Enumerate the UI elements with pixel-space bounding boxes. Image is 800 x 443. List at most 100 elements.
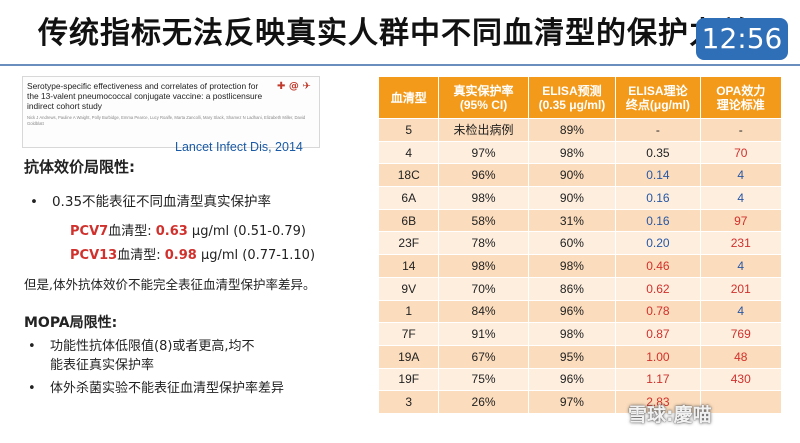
header-opa-standard: OPA效力 理论标准 [699, 76, 783, 119]
bullet-dot: • [28, 381, 36, 396]
cell-opa-standard: 231 [699, 231, 783, 256]
cell-protection: 98% [438, 186, 529, 210]
pcv7-range: μg/ml (0.51-0.79) [187, 224, 306, 239]
cell-serotype: 7F [377, 322, 440, 346]
cell-elisa-prediction: 95% [527, 344, 617, 369]
journal-icons: ✚ @ ✈ [277, 81, 311, 92]
cell-elisa-prediction: 90% [527, 186, 617, 210]
cell-serotype: 6A [377, 186, 440, 210]
table-row: 3 26% 97% 2.83 [377, 390, 783, 414]
cell-opa-standard: 48 [699, 344, 783, 369]
cell-opa-standard: 97 [699, 208, 783, 233]
table-row: 6A 98% 90% 0.16 4 [377, 186, 783, 210]
open-access-icon: ✈ [302, 81, 311, 92]
at-icon: @ [288, 81, 299, 92]
cell-opa-standard: 4 [699, 186, 783, 210]
cell-opa-standard: - [699, 118, 783, 142]
cell-serotype: 3 [377, 390, 440, 414]
table-row: 19F 75% 96% 1.17 430 [377, 367, 783, 392]
cell-protection: 78% [438, 231, 529, 256]
mopa-bullet-2-text: 体外杀菌实验不能表征血清型保护率差异 [50, 381, 285, 396]
cell-protection: 91% [438, 322, 529, 346]
cell-serotype: 4 [377, 140, 440, 165]
table-row: 23F 78% 60% 0.20 231 [377, 231, 783, 256]
cell-elisa-endpoint: 0.16 [615, 186, 701, 210]
cell-protection: 26% [438, 390, 529, 414]
pcv13-suffix: 血清型: [117, 248, 161, 263]
cell-elisa-prediction: 90% [527, 163, 617, 188]
cell-elisa-prediction: 86% [527, 276, 617, 301]
paper-citation-card: Serotype-specific effectiveness and corr… [22, 76, 320, 148]
pcv7-suffix: 血清型: [108, 224, 152, 239]
cell-serotype: 23F [377, 231, 440, 256]
cell-serotype: 18C [377, 163, 440, 188]
crossmark-icon: ✚ [277, 81, 286, 92]
antibody-bullet-text: 0.35不能表征不同血清型真实保护率 [51, 194, 272, 210]
table-row: 19A 67% 95% 1.00 48 [377, 344, 783, 369]
antibody-note: 但是,体外抗体效价不能完全表征血清型保护率差异。 [24, 277, 316, 292]
pcv13-threshold: PCV13血清型: 0.98 μg/ml (0.77-1.10) [70, 244, 315, 263]
cell-elisa-endpoint: 0.14 [615, 163, 701, 188]
table-row: 18C 96% 90% 0.14 4 [377, 163, 783, 188]
cell-elisa-endpoint: 0.78 [615, 299, 701, 324]
header-elisa-prediction: ELISA预测 (0.35 μg/ml) [527, 76, 617, 119]
cell-elisa-prediction: 98% [527, 322, 617, 346]
cell-serotype: 9V [377, 276, 440, 301]
serotype-table: 血清型 真实保护率 (95% CI) ELISA预测 (0.35 μg/ml) EL… [377, 76, 783, 414]
paper-title: Serotype-specific effectiveness and corr… [27, 81, 263, 111]
cell-protection: 未检出病例 [438, 118, 529, 142]
watermark: 雪球:慶喵 [628, 404, 712, 426]
table-row: 6B 58% 31% 0.16 97 [377, 208, 783, 233]
header-serotype: 血清型 [377, 76, 440, 119]
mopa-bullet-1-line2: 能表征真实保护率 [50, 358, 155, 373]
cell-elisa-endpoint: 2.83 [615, 390, 701, 414]
cell-serotype: 19F [377, 367, 440, 392]
header-elisa-endpoint: ELISA理论 终点(μg/ml) [615, 76, 701, 119]
cell-elisa-endpoint: 1.00 [615, 344, 701, 369]
cell-elisa-prediction: 98% [527, 140, 617, 165]
journal-reference: Lancet Infect Dis, 2014 [175, 140, 303, 154]
cell-opa-standard: 4 [699, 163, 783, 188]
cell-elisa-endpoint: 0.20 [615, 231, 701, 256]
cell-elisa-prediction: 96% [527, 299, 617, 324]
cell-elisa-endpoint: 0.16 [615, 208, 701, 233]
table-body: 5 未检出病例 89% - -4 97% 98% 0.35 70 18C 96% 90% 0.14 4 6A… [377, 118, 783, 414]
title-divider [0, 64, 800, 66]
mopa-limitation-heading: MOPA局限性: [24, 315, 118, 331]
cell-opa-standard: 430 [699, 367, 783, 392]
table-row: 4 97% 98% 0.35 70 [377, 140, 783, 165]
cell-elisa-prediction: 60% [527, 231, 617, 256]
paper-authors: Nick J Andrews, Pauline A Waight, Polly … [27, 115, 306, 126]
table-row: 7F 91% 98% 0.87 769 [377, 322, 783, 346]
cell-elisa-endpoint: 1.17 [615, 367, 701, 392]
antibody-bullet: • 0.35不能表征不同血清型真实保护率 [30, 190, 271, 210]
cell-elisa-prediction: 97% [527, 390, 617, 414]
cell-elisa-endpoint: 0.87 [615, 322, 701, 346]
cell-elisa-endpoint: 0.62 [615, 276, 701, 301]
table-row: 9V 70% 86% 0.62 201 [377, 276, 783, 301]
cell-elisa-prediction: 96% [527, 367, 617, 392]
cell-serotype: 6B [377, 208, 440, 233]
cell-opa-standard: 4 [699, 254, 783, 278]
pcv7-threshold: PCV7血清型: 0.63 μg/ml (0.51-0.79) [70, 220, 306, 239]
cell-protection: 58% [438, 208, 529, 233]
cell-serotype: 1 [377, 299, 440, 324]
table-row: 5 未检出病例 89% - - [377, 118, 783, 142]
mopa-bullet-1: • 功能性抗体低限值(8)或者更高,均不 能表征真实保护率 [28, 337, 255, 375]
antibody-limitation-heading: 抗体效价局限性: [24, 158, 135, 176]
pcv7-label: PCV7 [70, 224, 109, 239]
bullet-dot: • [28, 339, 36, 354]
header-protection: 真实保护率 (95% CI) [438, 76, 529, 119]
slide-title: 传统指标无法反映真实人群中不同血清型的保护力差异 [38, 16, 782, 51]
cell-opa-standard: 769 [699, 322, 783, 346]
cell-protection: 98% [438, 254, 529, 278]
cell-elisa-prediction: 98% [527, 254, 617, 278]
table-row: 14 98% 98% 0.46 4 [377, 254, 783, 278]
cell-opa-standard: 201 [699, 276, 783, 301]
cell-protection: 97% [438, 140, 529, 165]
cell-elisa-prediction: 89% [527, 118, 617, 142]
cell-elisa-endpoint: 0.46 [615, 254, 701, 278]
cell-protection: 75% [438, 367, 529, 392]
cell-elisa-endpoint: 0.35 [615, 140, 701, 165]
pcv13-range: μg/ml (0.77-1.10) [196, 248, 316, 263]
